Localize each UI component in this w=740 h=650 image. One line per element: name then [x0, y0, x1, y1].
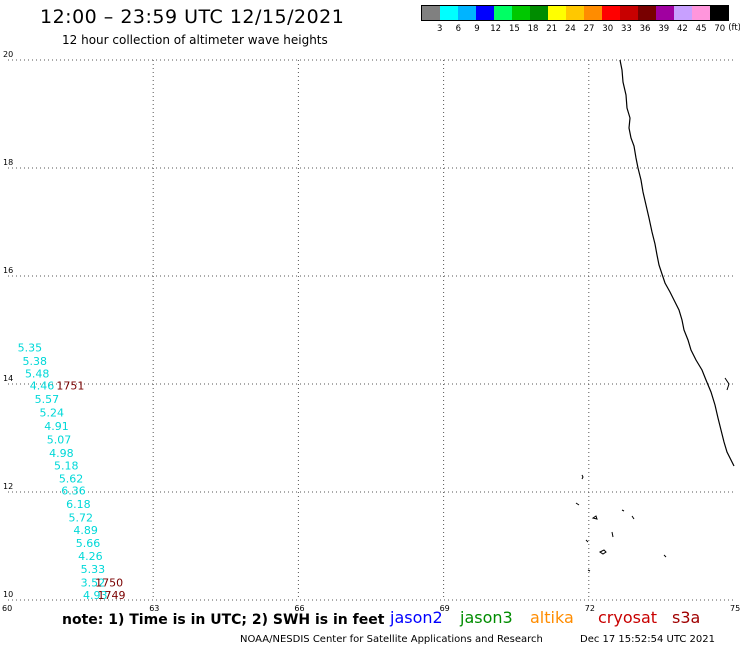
legend-swatch: [494, 6, 512, 20]
island: [575, 502, 580, 506]
wave-height-value: 5.07: [47, 433, 72, 446]
legend-label: 33: [620, 24, 632, 34]
wave-height-value: 4.26: [78, 550, 103, 563]
island: [631, 515, 635, 520]
legend-swatch: [566, 6, 584, 20]
credit-text: NOAA/NESDIS Center for Satellite Applica…: [240, 634, 543, 645]
x-tick-label: 72: [585, 604, 595, 613]
axis-ticks: 60 63 66 69 72 75 20 18 16 14 12 10: [2, 50, 740, 613]
legend-swatch: [512, 6, 530, 20]
legend-label: 27: [583, 24, 595, 34]
legend-label: 18: [527, 24, 539, 34]
color-legend: 3 6 9 12 15 18 21 24 27 30 33 36 39 42 45 70 (ft): [421, 5, 740, 34]
y-tick-label: 16: [3, 266, 13, 275]
island: [621, 509, 625, 512]
wave-height-value: 6.36: [61, 485, 86, 498]
legend-swatch: [584, 6, 602, 20]
y-tick-label: 18: [3, 158, 13, 167]
legend-swatch: [620, 6, 638, 20]
island: [663, 554, 667, 558]
legend-label: 15: [508, 24, 520, 34]
legend-label: 42: [676, 24, 688, 34]
page-subtitle: 12 hour collection of altimeter wave hei…: [62, 33, 328, 47]
wave-height-value: 5.35: [18, 342, 43, 355]
x-tick-label: 66: [294, 604, 304, 613]
legend-label: 30: [602, 24, 614, 34]
legend-swatch: [530, 6, 548, 20]
legend-label: 3: [436, 24, 443, 34]
wave-height-value: 5.57: [35, 393, 60, 406]
x-tick-label: 60: [2, 604, 12, 613]
wave-height-value: 5.33: [81, 563, 106, 576]
legend-swatch: [710, 6, 728, 20]
wave-height-value: 3.52: [81, 577, 106, 590]
island: [599, 549, 607, 555]
y-tick-label: 20: [3, 50, 13, 59]
wave-height-value: 4.89: [73, 524, 98, 537]
island: [585, 539, 589, 543]
wave-height-value: 5.66: [76, 537, 101, 550]
legend-label: 6: [455, 24, 462, 34]
time-label: 1749: [98, 589, 126, 602]
legend-label: 24: [564, 24, 576, 34]
legend-label: 9: [474, 24, 480, 34]
satellite-s3a: s3a: [672, 608, 701, 627]
y-tick-label: 12: [3, 482, 13, 491]
legend-swatch: [602, 6, 620, 20]
legend-swatch: [476, 6, 494, 20]
legend-swatch: [548, 6, 566, 20]
wave-height-value: 5.48: [25, 368, 50, 381]
islands: [575, 377, 730, 572]
satellite-cryosat: cryosat: [598, 608, 658, 627]
island: [724, 377, 730, 391]
wave-height-value: 6.18: [66, 498, 91, 511]
y-tick-label: 14: [3, 374, 13, 383]
satellite-altika: altika: [530, 608, 574, 627]
wave-height-value: 4.46: [30, 379, 54, 392]
legend-swatch: [422, 6, 440, 20]
footer-note: note: 1) Time is in UTC; 2) SWH is in fe…: [62, 612, 385, 628]
legend-swatch: [440, 6, 458, 20]
legend-label: 12: [490, 24, 502, 34]
legend-swatch: [692, 6, 710, 20]
legend-swatch: [656, 6, 674, 20]
wave-height-value: 5.62: [59, 472, 84, 485]
wave-height-labels: 5.355.385.484.465.575.244.915.074.985.18…: [18, 342, 126, 602]
legend-swatch: [674, 6, 692, 20]
x-tick-label: 75: [730, 604, 740, 613]
wave-height-value: 4.98: [49, 447, 74, 460]
legend-label: 21: [546, 24, 558, 34]
island: [581, 474, 584, 480]
island: [587, 569, 591, 572]
time-label: 1751: [56, 379, 84, 392]
legend-label: 36: [639, 24, 651, 34]
wave-height-value: 5.24: [39, 406, 64, 419]
satellite-jason3: jason3: [460, 608, 513, 627]
wave-height-value: 5.18: [54, 459, 78, 472]
island: [611, 531, 614, 538]
legend-labels: 3 6 9 12 15 18 21 24 27 30 33 36 39 42 45 70: [421, 24, 729, 34]
legend-label: 45: [695, 24, 707, 34]
page-title: 12:00 – 23:59 UTC 12/15/2021: [40, 6, 345, 28]
y-tick-label: 10: [3, 590, 13, 599]
legend-unit: (ft): [728, 23, 740, 33]
legend-swatch: [458, 6, 476, 20]
x-tick-label: 63: [149, 604, 159, 613]
timestamp-text: Dec 17 15:52:54 UTC 2021: [580, 634, 715, 645]
map-grid: [8, 59, 734, 601]
satellite-jason2: jason2: [390, 608, 443, 627]
island: [591, 515, 598, 520]
wave-height-value: 5.38: [23, 355, 48, 368]
wave-height-value: 4.91: [44, 420, 69, 433]
legend-swatches: [421, 5, 729, 21]
wave-height-value: 5.72: [69, 512, 94, 525]
coastline: [619, 59, 735, 467]
legend-label: 70: [714, 24, 726, 34]
time-label: 1750: [95, 577, 123, 590]
legend-swatch: [638, 6, 656, 20]
x-tick-label: 69: [440, 604, 450, 613]
wave-height-value: 4.93: [83, 589, 108, 602]
legend-label: 39: [658, 24, 670, 34]
